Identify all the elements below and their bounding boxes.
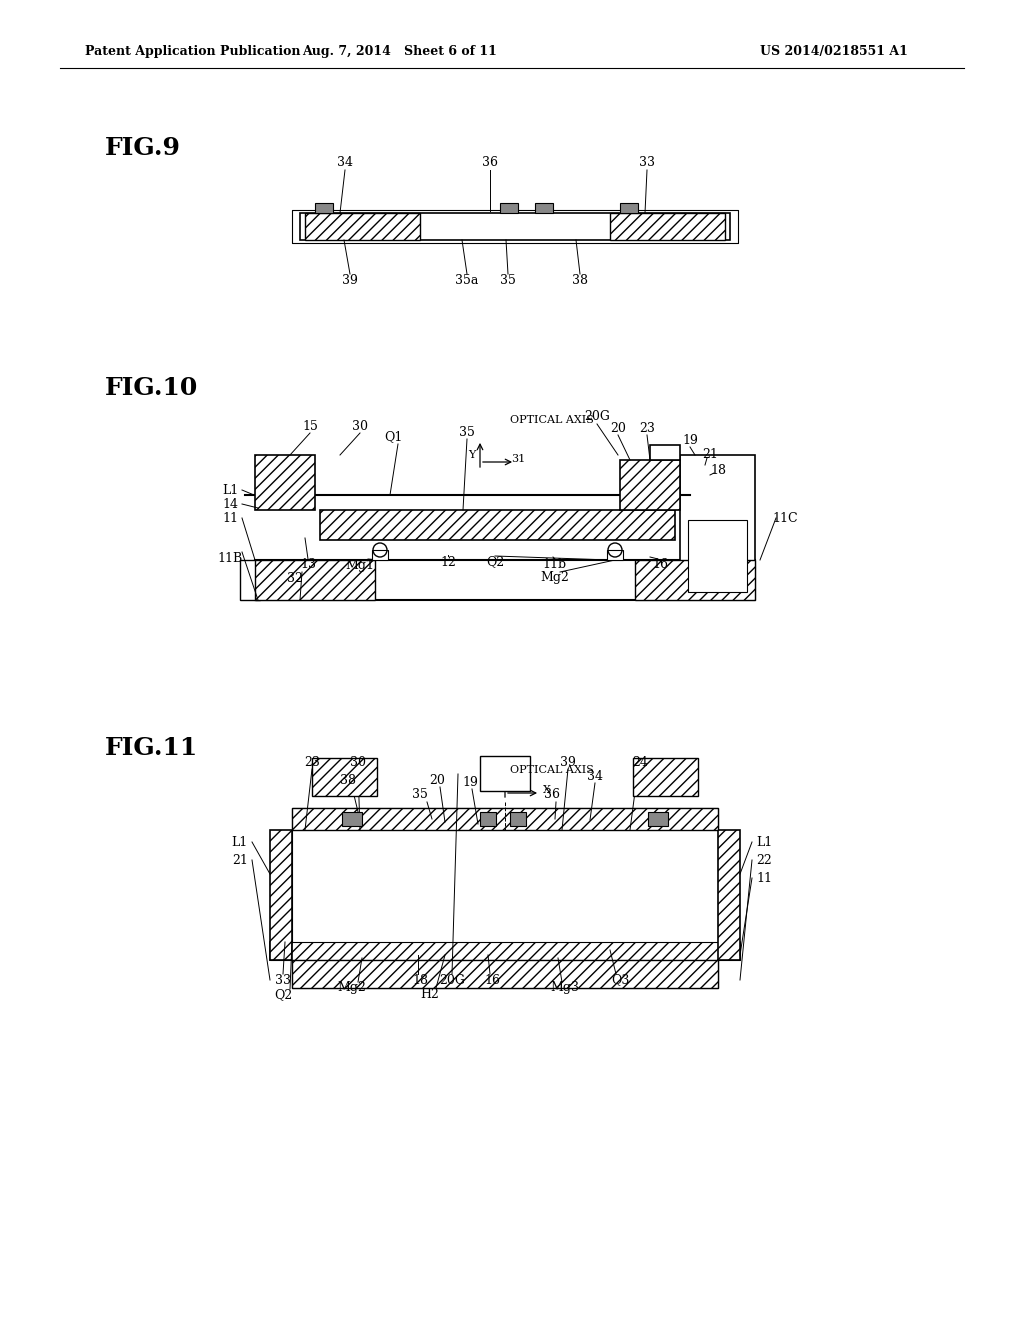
- Text: 20G: 20G: [584, 411, 610, 424]
- Text: 36: 36: [544, 788, 560, 801]
- Text: 33: 33: [639, 157, 655, 169]
- Text: OPTICAL AXIS: OPTICAL AXIS: [510, 766, 594, 775]
- Bar: [300, 213, 730, 240]
- Bar: [688, 520, 746, 591]
- Bar: [305, 213, 420, 240]
- Text: Mg3: Mg3: [551, 982, 580, 994]
- Text: H2: H2: [421, 987, 439, 1001]
- Text: 18: 18: [710, 463, 726, 477]
- Text: 11: 11: [222, 511, 238, 524]
- Text: 39: 39: [342, 273, 358, 286]
- Bar: [255, 455, 315, 510]
- Text: US 2014/0218551 A1: US 2014/0218551 A1: [760, 45, 908, 58]
- Text: 16: 16: [652, 558, 668, 572]
- Text: 34: 34: [587, 770, 603, 783]
- Text: Mg2: Mg2: [338, 982, 367, 994]
- Text: 20: 20: [610, 421, 626, 434]
- Bar: [312, 758, 377, 796]
- Text: 31: 31: [511, 454, 525, 465]
- Text: 12: 12: [440, 556, 456, 569]
- Bar: [620, 459, 680, 510]
- Text: 35: 35: [459, 425, 475, 438]
- Text: 11: 11: [756, 871, 772, 884]
- Bar: [650, 445, 680, 459]
- Text: 35: 35: [500, 273, 516, 286]
- Bar: [255, 560, 375, 601]
- Text: 18: 18: [412, 974, 428, 986]
- Text: 20G: 20G: [439, 974, 465, 986]
- Bar: [620, 203, 638, 213]
- Bar: [240, 560, 260, 601]
- Text: 24: 24: [632, 755, 648, 768]
- Text: 21: 21: [702, 449, 718, 462]
- Text: 11b: 11b: [543, 558, 567, 572]
- Bar: [270, 942, 740, 960]
- Text: 23: 23: [639, 421, 655, 434]
- Bar: [480, 812, 496, 826]
- Text: L1: L1: [222, 483, 239, 496]
- Text: 15: 15: [302, 420, 317, 433]
- Text: FIG.11: FIG.11: [105, 737, 199, 760]
- Text: 22: 22: [756, 854, 772, 866]
- Bar: [315, 203, 333, 213]
- Bar: [607, 550, 623, 560]
- Text: 33: 33: [275, 974, 291, 986]
- Text: 39: 39: [560, 755, 575, 768]
- Bar: [610, 213, 725, 240]
- Bar: [342, 812, 362, 826]
- Bar: [319, 510, 675, 540]
- Text: 16: 16: [484, 974, 500, 986]
- Bar: [480, 756, 530, 791]
- Bar: [535, 203, 553, 213]
- Bar: [255, 560, 755, 601]
- Text: Mg2: Mg2: [541, 572, 569, 585]
- Text: 14: 14: [222, 498, 238, 511]
- Text: Q3: Q3: [610, 974, 629, 986]
- Text: L1: L1: [231, 836, 248, 849]
- Bar: [292, 960, 718, 987]
- Bar: [270, 942, 740, 960]
- Text: 32: 32: [287, 572, 303, 585]
- Text: 38: 38: [340, 774, 356, 787]
- Text: OPTICAL AXIS: OPTICAL AXIS: [510, 414, 594, 425]
- Text: 21: 21: [232, 854, 248, 866]
- Text: 20: 20: [429, 774, 445, 787]
- Text: 35a: 35a: [456, 273, 478, 286]
- Text: Y: Y: [468, 450, 476, 459]
- Text: Q1: Q1: [384, 430, 402, 444]
- Text: FIG.9: FIG.9: [105, 136, 181, 160]
- Text: 38: 38: [572, 273, 588, 286]
- Text: FIG.10: FIG.10: [105, 376, 199, 400]
- Text: Q2: Q2: [485, 556, 504, 569]
- Text: 19: 19: [462, 776, 478, 788]
- Text: 30: 30: [350, 755, 366, 768]
- Text: 35: 35: [412, 788, 428, 801]
- Text: 34: 34: [337, 157, 353, 169]
- Text: 30: 30: [352, 420, 368, 433]
- Bar: [635, 560, 755, 601]
- Bar: [372, 550, 388, 560]
- Bar: [633, 758, 698, 796]
- Text: Q2: Q2: [273, 989, 292, 1002]
- Text: L1: L1: [756, 836, 772, 849]
- Text: 13: 13: [300, 558, 316, 572]
- Text: 36: 36: [482, 157, 498, 169]
- Text: 19: 19: [682, 433, 698, 446]
- Bar: [648, 812, 668, 826]
- Bar: [292, 808, 718, 987]
- Text: Mg1: Mg1: [345, 558, 375, 572]
- Text: X: X: [543, 785, 551, 795]
- Bar: [270, 830, 292, 960]
- Text: Aug. 7, 2014   Sheet 6 of 11: Aug. 7, 2014 Sheet 6 of 11: [302, 45, 498, 58]
- Bar: [680, 455, 755, 601]
- Text: 23: 23: [304, 755, 319, 768]
- Bar: [510, 812, 526, 826]
- Bar: [292, 210, 738, 243]
- Bar: [718, 830, 740, 960]
- Text: 11B: 11B: [217, 552, 243, 565]
- Text: Patent Application Publication: Patent Application Publication: [85, 45, 300, 58]
- Bar: [500, 203, 518, 213]
- Text: 11C: 11C: [772, 511, 798, 524]
- Bar: [292, 808, 718, 830]
